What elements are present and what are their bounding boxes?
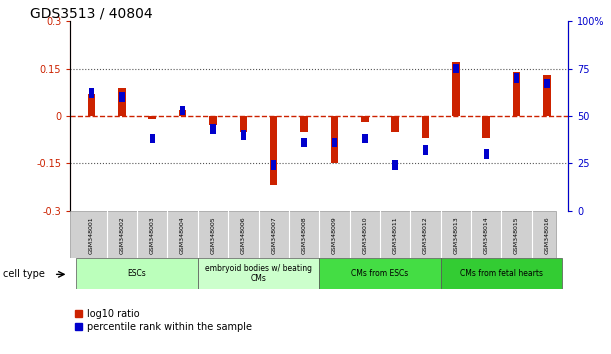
Legend: log10 ratio, percentile rank within the sample: log10 ratio, percentile rank within the … bbox=[75, 309, 252, 332]
Bar bbox=[483, 149, 489, 159]
Bar bbox=[89, 88, 94, 98]
Text: embryoid bodies w/ beating
CMs: embryoid bodies w/ beating CMs bbox=[205, 264, 312, 283]
Text: cell type: cell type bbox=[3, 269, 45, 279]
Text: GSM348006: GSM348006 bbox=[241, 217, 246, 254]
Text: GSM348007: GSM348007 bbox=[271, 217, 276, 255]
Bar bbox=[514, 73, 519, 83]
Text: GSM348008: GSM348008 bbox=[302, 217, 307, 254]
Text: GSM348011: GSM348011 bbox=[393, 217, 398, 254]
Bar bbox=[210, 125, 216, 134]
Text: GDS3513 / 40804: GDS3513 / 40804 bbox=[31, 6, 153, 20]
Bar bbox=[198, 258, 320, 289]
Text: ESCs: ESCs bbox=[128, 269, 147, 278]
Text: GSM348015: GSM348015 bbox=[514, 217, 519, 254]
Text: GSM348005: GSM348005 bbox=[210, 217, 216, 254]
Bar bbox=[300, 116, 308, 132]
Bar bbox=[362, 134, 368, 143]
Bar bbox=[240, 116, 247, 132]
Text: GSM348003: GSM348003 bbox=[150, 217, 155, 255]
Bar bbox=[453, 64, 459, 73]
Text: GSM348002: GSM348002 bbox=[119, 217, 125, 255]
Bar bbox=[150, 134, 155, 143]
Bar bbox=[422, 116, 430, 138]
Bar bbox=[301, 138, 307, 147]
Bar bbox=[441, 258, 562, 289]
Bar bbox=[320, 258, 441, 289]
Text: GSM348013: GSM348013 bbox=[453, 217, 458, 255]
Bar bbox=[88, 94, 95, 116]
Text: GSM348009: GSM348009 bbox=[332, 217, 337, 255]
Bar bbox=[392, 160, 398, 170]
Text: GSM348012: GSM348012 bbox=[423, 217, 428, 255]
Bar bbox=[544, 79, 550, 88]
Bar bbox=[179, 110, 186, 116]
Text: GSM348014: GSM348014 bbox=[484, 217, 489, 255]
Text: GSM348010: GSM348010 bbox=[362, 217, 367, 254]
Bar bbox=[209, 116, 217, 125]
Text: GSM348004: GSM348004 bbox=[180, 217, 185, 255]
Bar bbox=[543, 75, 551, 116]
Bar bbox=[241, 130, 246, 139]
Text: CMs from fetal hearts: CMs from fetal hearts bbox=[460, 269, 543, 278]
Bar bbox=[483, 116, 490, 138]
Bar bbox=[332, 138, 337, 147]
Text: CMs from ESCs: CMs from ESCs bbox=[351, 269, 409, 278]
Text: GSM348016: GSM348016 bbox=[544, 217, 549, 254]
Bar bbox=[270, 116, 277, 185]
Bar bbox=[271, 160, 276, 170]
Bar bbox=[331, 116, 338, 163]
Bar bbox=[392, 116, 399, 132]
Bar bbox=[361, 116, 368, 122]
Bar bbox=[148, 116, 156, 119]
Bar bbox=[423, 145, 428, 155]
Bar bbox=[452, 62, 459, 116]
Text: GSM348001: GSM348001 bbox=[89, 217, 94, 254]
Bar bbox=[513, 72, 521, 116]
Bar bbox=[76, 258, 198, 289]
Bar bbox=[180, 105, 185, 115]
Bar bbox=[118, 87, 126, 116]
Bar bbox=[119, 92, 125, 102]
